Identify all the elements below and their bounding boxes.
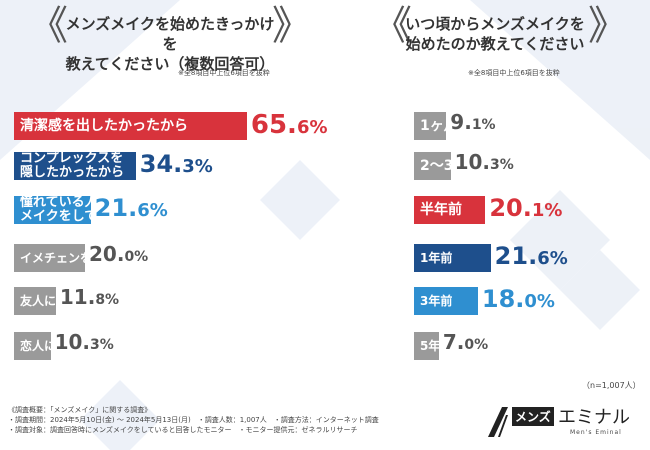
right-value-label: 20. 1% bbox=[489, 194, 563, 222]
left-bar-label: 恋人に勧められたから bbox=[20, 339, 141, 353]
left-bar-label: 清潔感を出したかったから bbox=[20, 118, 188, 134]
left-bar: コンプレックスを 隠したかったから bbox=[14, 152, 136, 180]
left-value-label: 10. 3% bbox=[54, 330, 114, 354]
left-bar-label: 友人に勧められたから bbox=[20, 294, 141, 308]
left-value-label: 20. 0% bbox=[89, 242, 149, 266]
left-value-label: 11. 8% bbox=[59, 285, 120, 309]
logo-text: エミナル bbox=[558, 407, 630, 428]
right-value-label: 7. 0% bbox=[442, 330, 489, 354]
right-bar: 1年前 bbox=[414, 244, 491, 272]
logo-sub: Men's Eminal bbox=[570, 429, 622, 436]
left-value-label: 21. 6% bbox=[94, 194, 168, 222]
left-bar-label: 憧れている人がメンズ メイクをしていたから bbox=[20, 195, 150, 224]
right-bar-label: 1年前 bbox=[420, 251, 453, 265]
logo-mark-icon bbox=[488, 407, 508, 437]
left-title-line2: 教えてください（複数回答可） bbox=[65, 55, 275, 73]
right-bracket-open: 《 bbox=[372, 3, 412, 49]
left-value-label: 65. 6% bbox=[250, 110, 328, 140]
survey-footer: 《調査概要：「メンズメイク」に関する調査》 ・調査期間：2024年5月10日(金… bbox=[8, 405, 379, 435]
footer-line3: ・調査対象：調査回答時にメンズメイクをしていると回答したモニター ・モニター提供… bbox=[8, 426, 358, 434]
right-bar: 5年前 bbox=[414, 332, 452, 360]
left-bracket-close: 》 bbox=[272, 3, 312, 49]
right-bar: 3年前 bbox=[414, 287, 478, 315]
footer-line1: 《調査概要：「メンズメイク」に関する調査》 bbox=[8, 406, 152, 414]
right-title: いつ頃からメンズメイクを 始めたのか教えてください bbox=[400, 14, 590, 54]
left-bar: 清潔感を出したかったから bbox=[14, 112, 247, 140]
left-bar: 憧れている人がメンズ メイクをしていたから bbox=[14, 196, 149, 224]
left-title: メンズメイクを始めたきっかけを 教えてください（複数回答可） bbox=[60, 14, 280, 74]
right-bar: 1ヶ月前 bbox=[414, 112, 472, 140]
sample-size: （n=1,007人） bbox=[582, 381, 641, 390]
left-title-line1: メンズメイクを始めたきっかけを bbox=[65, 15, 275, 53]
right-bar-label: 5年前 bbox=[420, 339, 453, 353]
right-value-label: 21. 6% bbox=[494, 242, 568, 270]
brand-logo: メンズ エミナル Men's Eminal bbox=[488, 403, 638, 443]
right-bar: 2～3ヶ月前 bbox=[414, 152, 495, 180]
right-bar-label: 2～3ヶ月前 bbox=[420, 158, 496, 174]
right-title-line2: 始めたのか教えてください bbox=[405, 35, 585, 53]
right-value-label: 9. 1% bbox=[450, 110, 496, 134]
left-bar: 恋人に勧められたから bbox=[14, 332, 140, 360]
left-bar: 友人に勧められたから bbox=[14, 287, 140, 315]
right-bar-label: 3年前 bbox=[420, 294, 453, 308]
logo-box: メンズ bbox=[512, 407, 554, 426]
left-value-label: 34. 3% bbox=[139, 150, 213, 178]
right-note: ※全8項目中上位6項目を抜粋 bbox=[468, 69, 560, 77]
left-note: ※全8項目中上位6項目を抜粋 bbox=[178, 69, 270, 77]
left-bar: イメチェンをしたかったから bbox=[14, 244, 176, 272]
right-bar: 半年前 bbox=[414, 196, 486, 224]
right-bracket-close: 》 bbox=[588, 3, 628, 49]
left-bar-label: コンプレックスを 隠したかったから bbox=[20, 151, 125, 180]
left-bracket-open: 《 bbox=[28, 3, 68, 49]
right-value-label: 18. 0% bbox=[481, 285, 555, 313]
footer-line2: ・調査期間：2024年5月10日(金) ～ 2024年5月13日(月) ・調査人… bbox=[8, 416, 379, 424]
right-bar-label: 1ヶ月前 bbox=[420, 118, 472, 134]
right-title-line1: いつ頃からメンズメイクを bbox=[405, 15, 585, 33]
right-bar-label: 半年前 bbox=[420, 202, 462, 218]
left-bar-label: イメチェンをしたかったから bbox=[20, 251, 177, 265]
right-value-label: 10. 3% bbox=[454, 150, 514, 174]
